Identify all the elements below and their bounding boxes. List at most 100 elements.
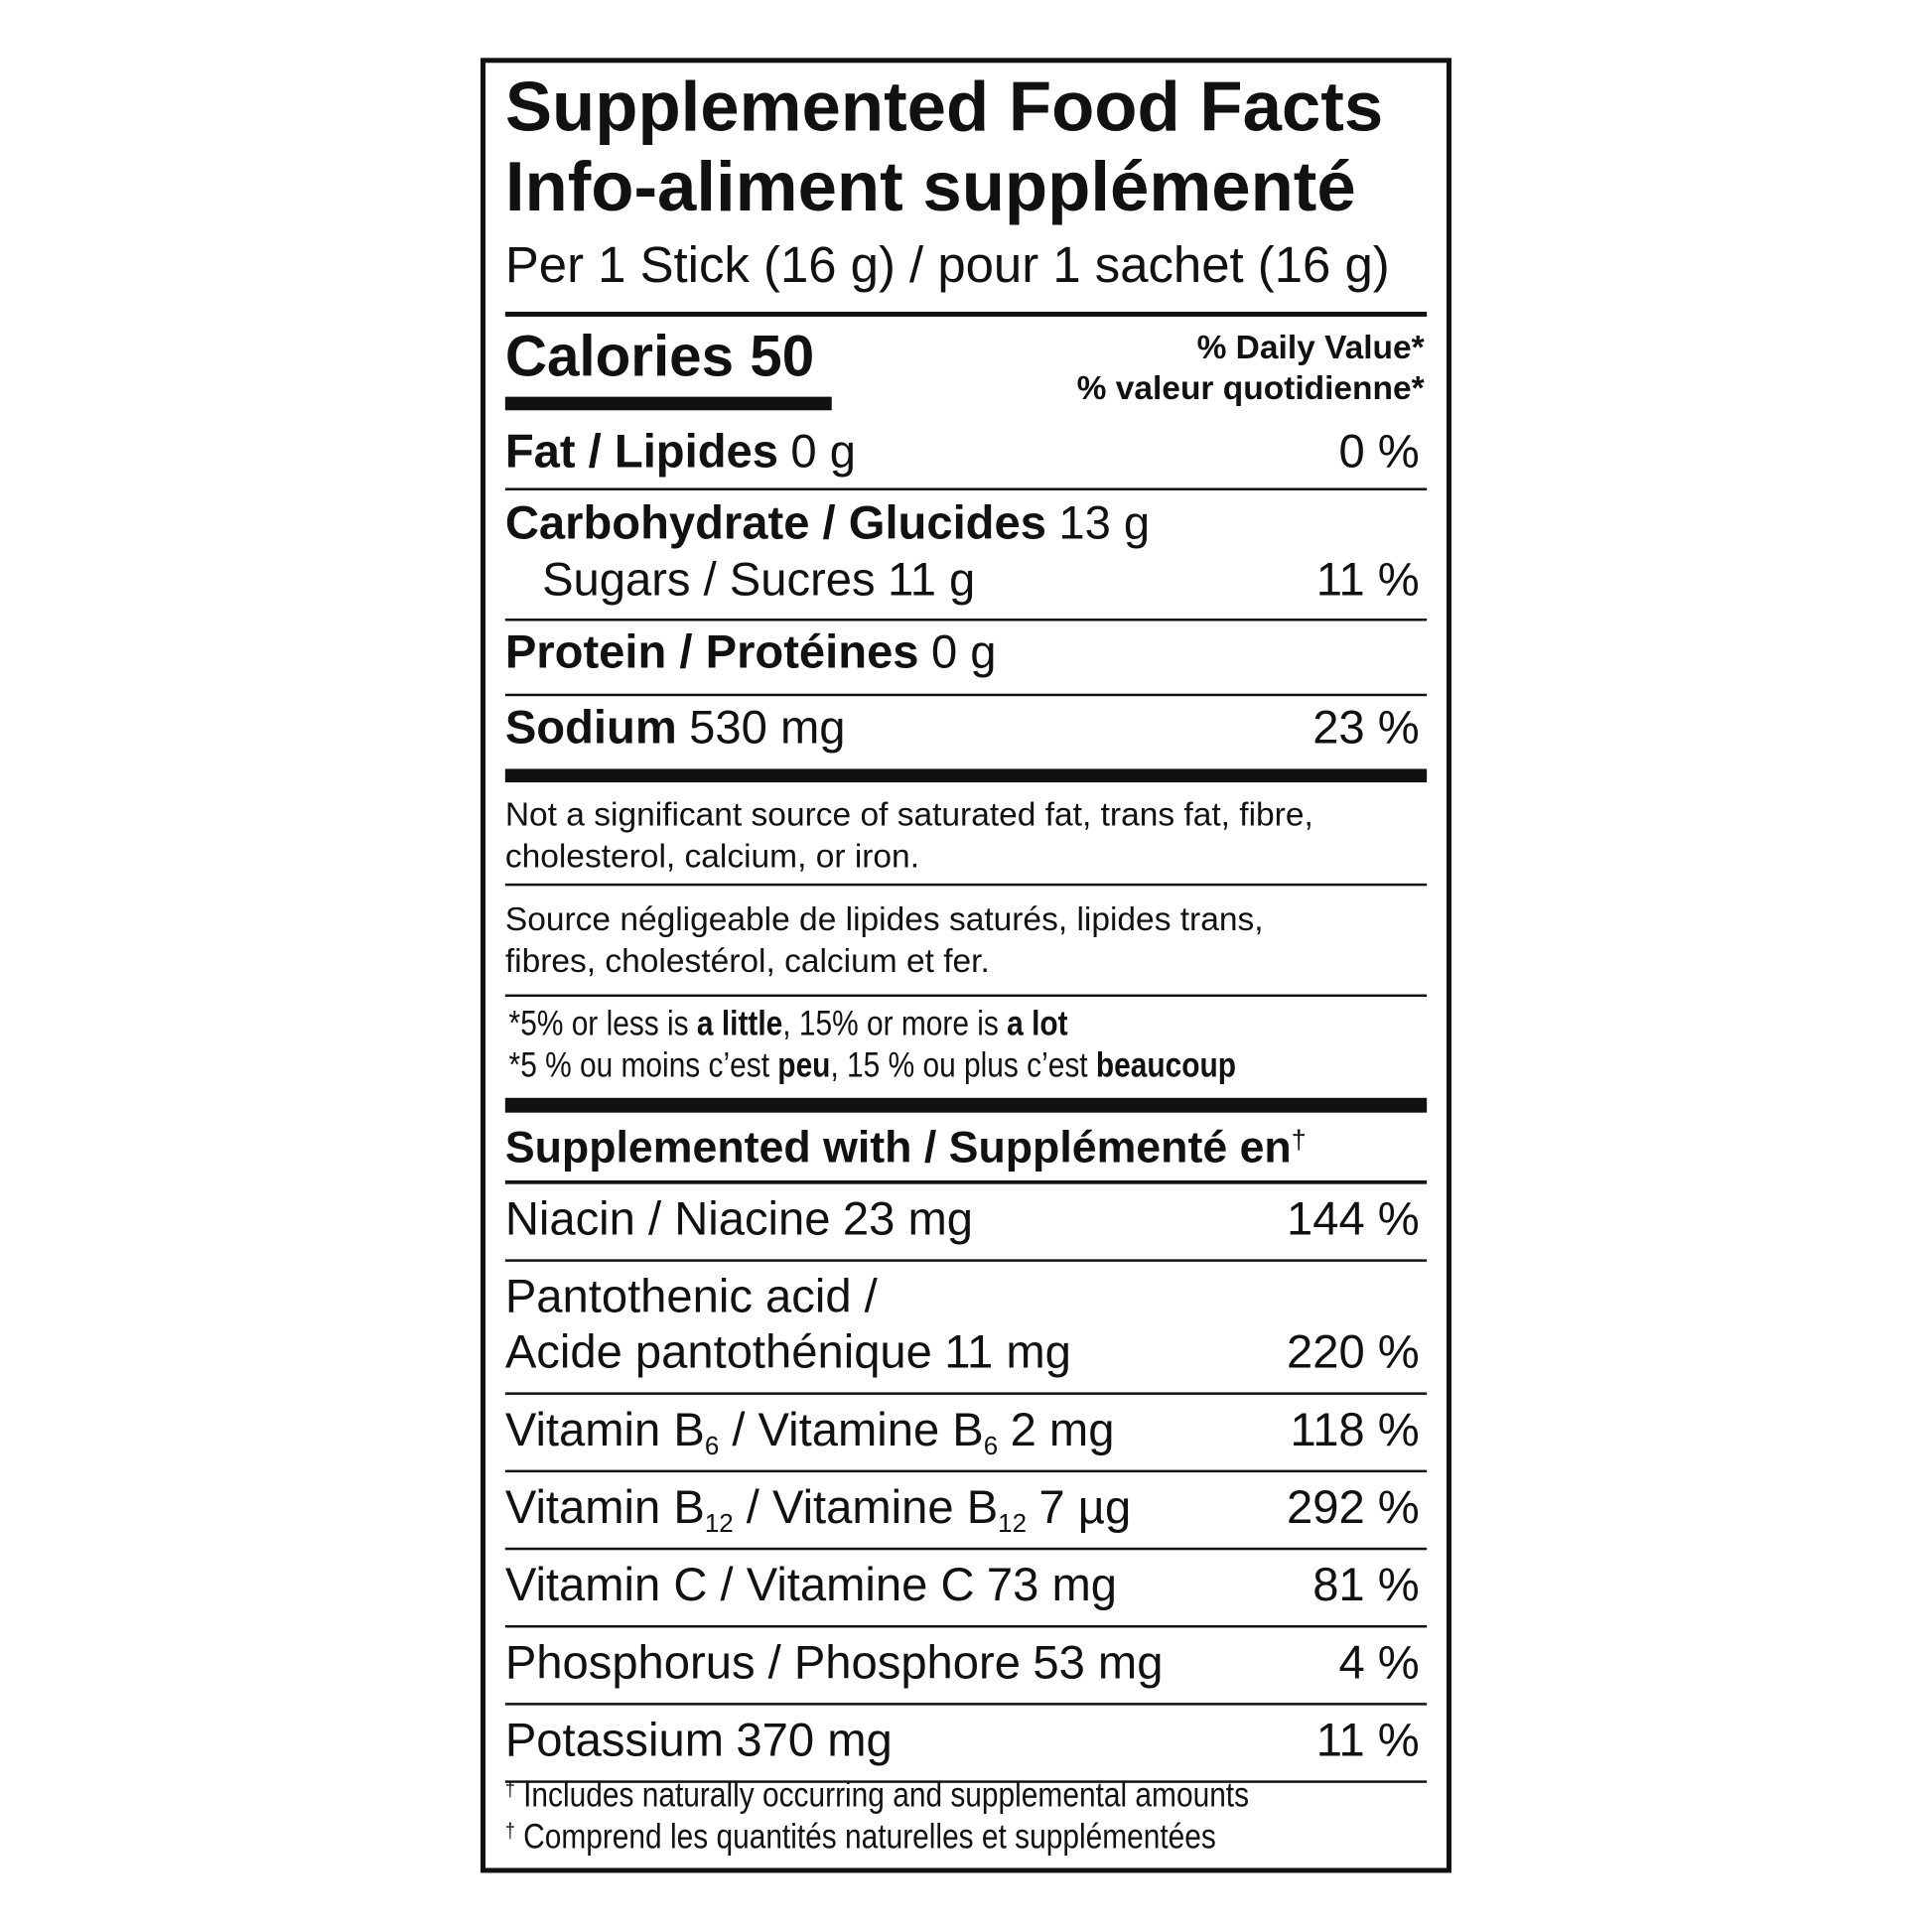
supplement-dv: 144 %	[1287, 1196, 1420, 1243]
supplement-amount: 23 mg	[842, 1193, 973, 1246]
nutrient-name: Fat / Lipides	[504, 426, 778, 479]
text-segment: Comprend les quantités naturelles et sup…	[514, 1817, 1216, 1856]
rule	[504, 1259, 1428, 1262]
supplement-dv: 118 %	[1290, 1404, 1420, 1456]
nutrient-amount: 0 g	[790, 426, 856, 479]
rule	[504, 1624, 1428, 1628]
text-segment: 6	[704, 1432, 720, 1460]
nutrient-name: Protein / Protéines	[504, 626, 919, 679]
calories-underline	[504, 396, 832, 411]
text-segment: a little	[696, 1004, 783, 1042]
nutrient-amount: 11 g	[887, 554, 976, 607]
text-segment: 12	[998, 1509, 1028, 1538]
supplement-dv: 118 %	[1290, 1407, 1419, 1453]
supplements-heading: Supplemented with / Supplémenté en†	[505, 1123, 1307, 1170]
note-line: cholesterol, calcium, or iron.	[504, 837, 920, 875]
serving: Per 1 Stick (16 g) / pour 1 sachet (16 g…	[505, 240, 1390, 291]
supplement-dv: 220 %	[1287, 1329, 1420, 1376]
text-segment: Pantothenic acid /	[504, 1271, 878, 1323]
footnote: † Comprend les quantités naturelles et s…	[504, 1817, 1216, 1856]
nutrient-name: Sugars / Sucres	[542, 554, 876, 607]
text-segment: 12	[704, 1509, 734, 1538]
supplement-dv: 292 %	[1287, 1484, 1420, 1531]
supplement-row: Acide pantothénique 11 mg	[505, 1329, 1071, 1376]
text-segment: / Vitamine B	[719, 1404, 984, 1456]
nutrient-dv: 11 %	[1315, 554, 1420, 607]
supplement-amount: 73 mg	[986, 1559, 1118, 1612]
supplement-row: Niacin / Niacine 23 mg	[505, 1196, 973, 1243]
nutrient-dv: 0 %	[1338, 426, 1420, 479]
rule	[504, 1179, 1428, 1184]
rule	[504, 1780, 1428, 1783]
serving-size: Per 1 Stick (16 g) / pour 1 sachet (16 g…	[504, 236, 1390, 294]
dv-heading-fr: % valeur quotidienne*	[1076, 368, 1425, 407]
supplement-dv: 4 %	[1338, 1640, 1419, 1687]
supplement-dv: 144 %	[1286, 1193, 1420, 1246]
rule	[504, 619, 1428, 621]
nutrient-dv: 0 %	[1338, 429, 1419, 476]
supplement-amount: 370 mg	[736, 1715, 893, 1767]
text-segment: Potassium	[504, 1715, 725, 1767]
dv-heading-en: % Daily Value*	[1196, 328, 1425, 366]
supplement-dv: 4 %	[1338, 1637, 1420, 1690]
nutrient-dv: 11 %	[1316, 557, 1420, 604]
text-segment: †	[1291, 1123, 1307, 1155]
text-segment: , 15% or more is	[782, 1004, 1008, 1042]
text-segment: Supplemented with / Supplémenté en	[504, 1120, 1292, 1172]
supplement-row: Phosphorus / Phosphore 53 mg	[505, 1640, 1164, 1687]
rule	[504, 994, 1428, 998]
text-segment: Acide pantothénique	[504, 1326, 932, 1379]
note-line: fibres, cholestérol, calcium et fer.	[504, 942, 990, 980]
supplement-amount: 7 µg	[1038, 1481, 1132, 1534]
calories: Calories 50	[505, 326, 814, 383]
note-line: Source négligeable de lipides saturés, l…	[504, 899, 1264, 938]
rule	[504, 1392, 1428, 1395]
supplement-row: Vitamin B6 / Vitamine B6 2 mg	[505, 1404, 1115, 1458]
title: Supplemented Food Facts	[505, 71, 1383, 143]
nutrient-dv: 23 %	[1312, 702, 1420, 755]
nutrient-row: Carbohydrate / Glucides 13 g	[505, 500, 1150, 547]
note: Source négligeable de lipides saturés, l…	[505, 902, 1264, 936]
nutrient-row: Fat / Lipides 0 g	[505, 429, 856, 476]
note: cholesterol, calcium, or iron.	[504, 837, 920, 875]
supplement-dv: 81 %	[1312, 1562, 1420, 1608]
text-segment: 6	[983, 1432, 999, 1460]
nutrient-dv: 23 %	[1312, 705, 1420, 752]
nutrient-amount: 530 mg	[689, 702, 846, 755]
text-segment: , 15 % ou plus c’est	[830, 1045, 1096, 1084]
calories-label: Calories	[504, 322, 735, 388]
label-border	[481, 58, 1451, 1873]
supplement-row: Pantothenic acid /	[505, 1274, 878, 1320]
supplement-dv: 220 %	[1286, 1326, 1420, 1379]
rule	[504, 487, 1428, 490]
nutrient-name: Carbohydrate / Glucides	[504, 497, 1046, 550]
rule	[504, 311, 1428, 317]
text-segment: *5% or less is	[508, 1004, 697, 1042]
supplement-row: Vitamin C / Vitamine C 73 mg	[505, 1562, 1117, 1608]
text-segment: *5 % ou moins c’est	[508, 1045, 778, 1084]
nutrient-name: Sodium	[504, 702, 677, 755]
text-segment: a lot	[1007, 1004, 1068, 1042]
rule	[504, 693, 1428, 697]
text-segment: Includes naturally occurring and supplem…	[514, 1775, 1250, 1814]
supplement-row: Vitamin B12 / Vitamine B12 7 µg	[504, 1481, 1132, 1536]
text-segment: peu	[777, 1045, 831, 1084]
rule	[504, 1097, 1428, 1113]
text-segment: / Vitamine B	[733, 1481, 999, 1534]
supplement-dv: 81 %	[1312, 1559, 1420, 1612]
supplement-amount: 11 mg	[944, 1326, 1071, 1379]
rule	[504, 768, 1428, 783]
dv-guide: *5 % ou moins c’est peu, 15 % ou plus c’…	[508, 1045, 1236, 1084]
supplement-dv: 11 %	[1316, 1718, 1420, 1764]
text-segment: Vitamin B	[504, 1481, 705, 1534]
supplement-dv: 11 %	[1315, 1715, 1420, 1767]
text-segment: †	[504, 1819, 515, 1843]
title: Info-aliment supplémenté	[505, 152, 1356, 223]
text-segment: Phosphorus / Phosphore	[504, 1637, 1021, 1690]
nutrient-amount: 0 g	[930, 626, 997, 679]
text-segment: Vitamin C / Vitamine C	[504, 1559, 975, 1612]
note: Not a significant source of saturated fa…	[504, 795, 1313, 833]
note-line: Not a significant source of saturated fa…	[504, 795, 1313, 833]
